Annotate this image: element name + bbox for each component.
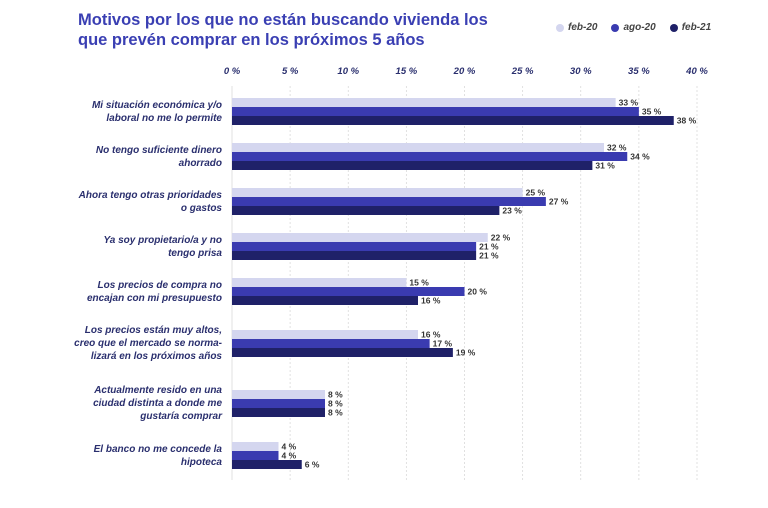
data-label: 17 % (433, 339, 453, 349)
bar-feb-21 (232, 251, 477, 260)
category-label: El banco no me concede la hipoteca (60, 443, 222, 469)
category-label-line: ahorrado (178, 157, 222, 169)
legend-label: feb-21 (681, 22, 712, 33)
data-label: 31 % (595, 161, 615, 171)
legend-item-ago-20: ago-20 (611, 22, 656, 33)
data-label: 19 % (456, 348, 476, 358)
data-label: 38 % (677, 116, 697, 126)
tick-label: 25 % (511, 66, 534, 77)
category-label: Ahora tengo otras prioridades o gastos (60, 189, 222, 215)
category-label-line: tengo prisa (168, 247, 222, 259)
tick-label: 35 % (628, 66, 650, 77)
data-label: 25 % (526, 188, 546, 198)
bar-ago-20 (232, 197, 546, 206)
data-label: 15 % (409, 278, 429, 288)
data-label: 22 % (491, 233, 511, 243)
tick-label: 20 % (453, 66, 476, 77)
bar-feb-21 (232, 460, 302, 469)
chart-title: Motivos por los que no están buscando vi… (78, 11, 488, 49)
tick-label: 5 % (282, 66, 299, 77)
bar-feb-20 (232, 143, 604, 152)
data-label: 4 % (282, 451, 297, 461)
bar-feb-20 (232, 442, 279, 451)
category-label-line: laboral no me lo permite (106, 112, 222, 124)
data-label: 8 % (328, 408, 343, 418)
category-label: Actualmente resido en una ciudad distinta… (60, 384, 222, 423)
category-label: Los precios de compra no encajan con mi p… (60, 279, 222, 305)
category-label-line: Ahora tengo otras prioridades (78, 189, 222, 201)
bar-feb-20 (232, 188, 523, 197)
category-label-line: Los precios de compra no (97, 279, 222, 291)
category-label-line: Actualmente resido en una (94, 385, 222, 396)
category-label-line: El banco no me concede la (93, 443, 222, 455)
legend-label: ago-20 (623, 22, 656, 33)
legend-item-feb-21: feb-21 (669, 22, 712, 33)
bar-feb-20 (232, 233, 488, 242)
bar-ago-20 (232, 242, 477, 251)
data-label: 21 % (479, 251, 499, 261)
category-label-line: hipoteca (180, 456, 222, 468)
legend-dot (611, 23, 620, 32)
category-label-line: creo que el mercado se norma- (74, 338, 222, 349)
tick-label: 15 % (396, 66, 418, 77)
category-label-line: gustaría comprar (140, 411, 222, 422)
data-label: 8 % (328, 390, 343, 400)
bar-feb-21 (232, 161, 593, 170)
data-label: 6 % (305, 460, 320, 470)
bar-ago-20 (232, 451, 279, 460)
data-label: 8 % (328, 399, 343, 409)
category-label-line: No tengo suficiente dinero (95, 144, 222, 156)
data-label: 23 % (502, 206, 522, 216)
bar-ago-20 (232, 107, 639, 116)
tick-label: 10 % (337, 66, 359, 77)
bar-feb-20 (232, 98, 616, 107)
data-label: 4 % (282, 442, 297, 452)
bar-ago-20 (232, 287, 465, 296)
legend-item-feb-20: feb-20 (556, 22, 597, 33)
bar-feb-20 (232, 278, 407, 287)
bar-feb-21 (232, 348, 453, 357)
category-label-line: Ya soy propietario/a y no (103, 234, 222, 246)
category-label-line: Los precios están muy altos, (84, 325, 222, 336)
data-label: 34 % (630, 152, 650, 162)
data-label: 20 % (468, 287, 488, 297)
data-label: 16 % (421, 296, 441, 306)
category-label: Los precios están muy altos, creo que el … (60, 324, 222, 363)
data-label: 27 % (549, 197, 569, 207)
data-label: 16 % (421, 330, 441, 340)
bar-feb-20 (232, 330, 418, 339)
data-label: 35 % (642, 107, 662, 117)
category-label-line: ciudad distinta a donde me (93, 398, 222, 409)
data-label: 21 % (479, 242, 499, 252)
bar-ago-20 (232, 399, 325, 408)
tick-label: 30 % (570, 66, 592, 77)
legend-dot (556, 23, 564, 32)
bar-feb-21 (232, 116, 674, 125)
legend-dot (669, 23, 678, 32)
legend-label: feb-20 (568, 22, 598, 33)
category-label-line: o gastos (180, 202, 222, 214)
bar-feb-21 (232, 296, 418, 305)
legend: feb-20 ago-20 feb-21 (556, 22, 711, 33)
bar-ago-20 (232, 339, 430, 348)
data-label: 33 % (619, 98, 639, 108)
category-label: No tengo suficiente dinero ahorrado (60, 144, 222, 170)
category-label: Ya soy propietario/a y no tengo prisa (60, 234, 222, 260)
category-label-line: encajan con mi presupuesto (86, 292, 222, 304)
category-label-line: Mi situación económica y/o (91, 99, 222, 111)
bar-feb-21 (232, 206, 500, 215)
bar-ago-20 (232, 152, 628, 161)
category-label-line: lizará en los próximos años (90, 351, 222, 362)
bar-feb-20 (232, 390, 325, 399)
tick-label: 40 % (685, 66, 708, 77)
tick-label: 0 % (224, 66, 241, 77)
category-label: Mi situación económica y/o laboral no me … (60, 99, 222, 125)
bar-feb-21 (232, 408, 325, 417)
data-label: 32 % (607, 143, 627, 153)
